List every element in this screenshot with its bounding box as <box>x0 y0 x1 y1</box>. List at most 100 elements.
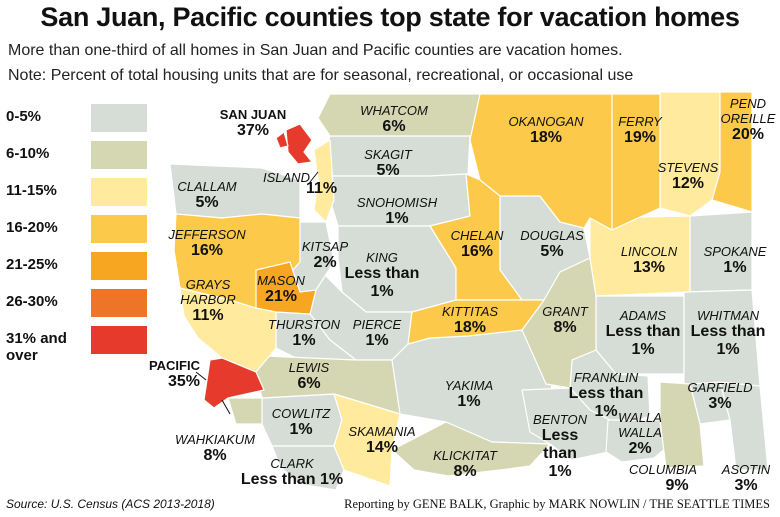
county-value: 13% <box>632 259 666 276</box>
county-value: 16% <box>190 242 224 259</box>
label-lincoln: LINCOLN 13% <box>621 244 677 277</box>
county-ferry <box>611 93 661 231</box>
county-pend-oreille <box>711 91 753 213</box>
county-value: 1% <box>723 259 747 276</box>
legend-label: 6-10% <box>6 145 50 162</box>
label-king: KING Less than 1% <box>345 250 420 301</box>
label-pend-oreille: PEND OREILLE 20% <box>721 96 776 144</box>
label-grant: GRANT 8% <box>542 304 588 337</box>
county-value: 11% <box>192 307 224 324</box>
county-name: ASOTIN <box>721 462 771 477</box>
label-kittitas: KITTITAS 18% <box>442 304 498 337</box>
legend-swatch <box>91 178 147 206</box>
legend-item-31-over: 31% and over <box>6 326 156 364</box>
county-name: KLICKITAT <box>433 448 497 463</box>
county-value: 8% <box>203 447 227 464</box>
label-wahkiakum: WAHKIAKUM 8% <box>175 432 255 465</box>
legend-item-21-25: 21-25% <box>6 252 156 282</box>
label-columbia: COLUMBIA 9% <box>629 462 697 495</box>
legend-label: 31% and over <box>6 330 67 364</box>
county-san-juan-islet <box>275 131 289 149</box>
county-name: COWLITZ <box>271 406 331 421</box>
county-name: KITSAP <box>301 239 349 254</box>
county-value: 6% <box>382 118 406 135</box>
county-value: 2% <box>313 254 337 271</box>
label-whatcom: WHATCOM 6% <box>360 103 428 136</box>
county-value-line2: 1% <box>370 283 394 300</box>
county-value-line2: 1% <box>716 341 740 358</box>
label-adams: ADAMS Less than 1% <box>606 308 681 359</box>
leader-lines <box>195 171 319 415</box>
legend-swatch <box>91 104 147 132</box>
county-value: 5% <box>376 162 400 179</box>
label-okanogan: OKANOGAN 18% <box>508 114 583 147</box>
county-name: SNOHOMISH <box>356 195 438 210</box>
note: Note: Percent of total housing units tha… <box>8 67 634 84</box>
legend-label: 21-25% <box>6 256 58 273</box>
county-value-line1: Less <box>541 427 579 444</box>
county-mason <box>255 261 317 315</box>
county-value: 37% <box>236 122 270 139</box>
county-grant <box>521 257 597 389</box>
county-value: 12% <box>671 175 705 192</box>
label-skamania: SKAMANIA 14% <box>348 424 415 457</box>
county-name: PIERCE <box>352 317 402 332</box>
county-name: GRANT <box>542 304 588 319</box>
county-lincoln <box>589 215 691 297</box>
label-douglas: DOUGLAS 5% <box>520 228 584 261</box>
county-value: 16% <box>460 243 494 260</box>
county-name: WHITMAN <box>696 308 760 323</box>
county-value: 3% <box>708 395 732 412</box>
county-value-line2: 1% <box>631 341 655 358</box>
legend-item-11-15: 11-15% <box>6 178 156 208</box>
county-value: 1% <box>365 332 389 349</box>
county-value: 18% <box>453 319 487 336</box>
county-name: OKANOGAN <box>508 114 584 129</box>
county-name: CHELAN <box>450 228 504 243</box>
legend-swatch <box>91 141 147 169</box>
label-franklin: FRANKLIN Less than 1% <box>569 370 644 421</box>
legend-swatch <box>91 252 147 280</box>
county-value: 35% <box>167 373 200 390</box>
county-value: 14% <box>365 439 399 456</box>
county-name-line1: PEND <box>729 96 767 111</box>
county-name: GARFIELD <box>687 380 753 395</box>
map-title: San Juan, Pacific counties top state for… <box>40 2 740 32</box>
county-name: KITTITAS <box>441 304 499 319</box>
legend-item-26-30: 26-30% <box>6 289 156 319</box>
county-name: SKAGIT <box>364 147 412 162</box>
county-name: SAN JUAN <box>219 107 287 122</box>
label-walla-walla: WALLA WALLA 2% <box>618 410 662 458</box>
county-value: 21% <box>264 288 298 305</box>
legend-label: 16-20% <box>6 219 58 236</box>
county-value: 20% <box>731 126 765 143</box>
county-name: SPOKANE <box>703 244 767 259</box>
county-island <box>313 139 335 223</box>
county-name: BENTON <box>533 412 587 427</box>
label-kitsap: KITSAP 2% <box>302 239 348 272</box>
legend-swatch <box>91 289 147 317</box>
label-stevens: STEVENS 12% <box>658 160 719 193</box>
county-klickitat <box>391 421 551 477</box>
county-pacific <box>203 357 265 409</box>
label-pacific: PACIFIC 35% <box>149 358 200 391</box>
label-jefferson: JEFFERSON 16% <box>168 227 245 260</box>
legend-label: 11-15% <box>6 182 57 199</box>
label-chelan: CHELAN 16% <box>451 228 504 261</box>
county-value: 1% <box>385 210 409 227</box>
legend-swatch <box>91 215 147 243</box>
county-value-line2: 1% <box>594 403 618 420</box>
label-spokane: SPOKANE 1% <box>704 244 767 277</box>
county-name: CLARK <box>270 456 314 471</box>
county-name: SKAMANIA <box>348 424 416 439</box>
county-name: JEFFERSON <box>168 227 246 242</box>
county-value-line3: 1% <box>548 463 572 480</box>
county-value-line1: Less than <box>690 323 766 340</box>
legend-label: 0-5% <box>6 108 42 125</box>
label-island-value: 11% <box>306 180 337 198</box>
label-ferry: FERRY 19% <box>618 114 662 147</box>
county-name: WAHKIAKUM <box>175 432 255 447</box>
county-value: Less than 1% <box>240 471 344 488</box>
county-value: 8% <box>453 463 477 480</box>
county-name-line2: OREILLE <box>720 111 776 126</box>
